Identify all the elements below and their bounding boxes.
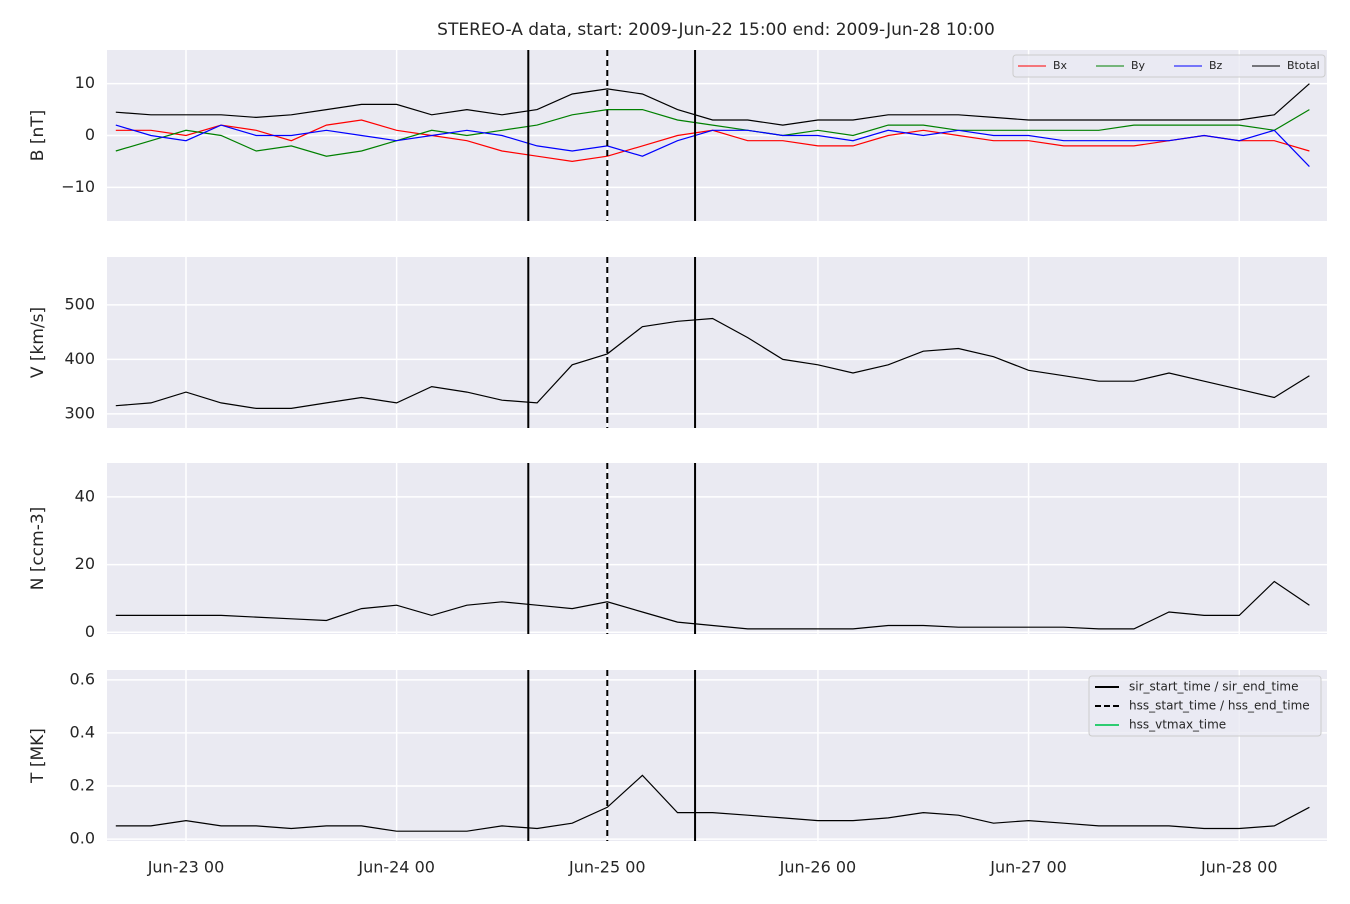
y-tick-label: 0 bbox=[85, 125, 95, 144]
data-line bbox=[115, 109, 1310, 157]
data-line bbox=[115, 317, 1310, 409]
legend-label: Bz bbox=[1209, 59, 1223, 72]
series-group bbox=[115, 317, 1310, 409]
data-line bbox=[115, 580, 1310, 630]
y-tick-label: 500 bbox=[64, 294, 95, 313]
x-tick-label: Jun-24 00 bbox=[357, 858, 435, 877]
data-line bbox=[115, 774, 1310, 832]
x-tick-label: Jun-25 00 bbox=[568, 858, 646, 877]
y-tick-label: 0.0 bbox=[70, 829, 95, 848]
y-tick-label: 0.2 bbox=[70, 776, 95, 795]
legend-label: By bbox=[1131, 59, 1146, 72]
legend-label: hss_vtmax_time bbox=[1129, 718, 1226, 732]
y-tick-label: 0.4 bbox=[70, 722, 95, 741]
y-tick-label: 40 bbox=[75, 486, 95, 505]
x-tick-label: Jun-28 00 bbox=[1200, 858, 1278, 877]
y-tick-label: 10 bbox=[75, 73, 95, 92]
chart-title: STEREO-A data, start: 2009-Jun-22 15:00 … bbox=[437, 20, 995, 40]
series-group bbox=[115, 580, 1310, 630]
x-tick-label: Jun-23 00 bbox=[147, 858, 225, 877]
legend-box bbox=[1012, 54, 1326, 78]
y-axis-label: B [nT] bbox=[28, 110, 48, 162]
y-tick-label: 400 bbox=[64, 349, 95, 368]
y-tick-label: 300 bbox=[64, 403, 95, 422]
x-tick-label: Jun-27 00 bbox=[989, 858, 1067, 877]
legend-box bbox=[1088, 675, 1322, 737]
y-axis-label: T [MK] bbox=[28, 728, 48, 784]
x-tick-label: Jun-26 00 bbox=[779, 858, 857, 877]
plot-background bbox=[107, 463, 1327, 634]
legend-label: hss_start_time / hss_end_time bbox=[1129, 699, 1310, 713]
y-tick-label: 20 bbox=[75, 554, 95, 573]
data-line bbox=[115, 83, 1310, 126]
legend-label: Bx bbox=[1053, 59, 1068, 72]
series-group bbox=[115, 83, 1310, 168]
plot-background bbox=[107, 257, 1327, 428]
y-tick-label: 0.6 bbox=[70, 669, 95, 688]
y-tick-label: 0 bbox=[85, 622, 95, 641]
data-line bbox=[115, 124, 1310, 168]
series-group bbox=[115, 774, 1310, 832]
legend-label: Btotal bbox=[1287, 59, 1320, 72]
y-tick-label: −10 bbox=[61, 177, 95, 196]
legend-label: sir_start_time / sir_end_time bbox=[1129, 680, 1299, 694]
y-axis-label: V [km/s] bbox=[28, 307, 48, 378]
y-axis-label: N [ccm-3] bbox=[28, 507, 48, 591]
